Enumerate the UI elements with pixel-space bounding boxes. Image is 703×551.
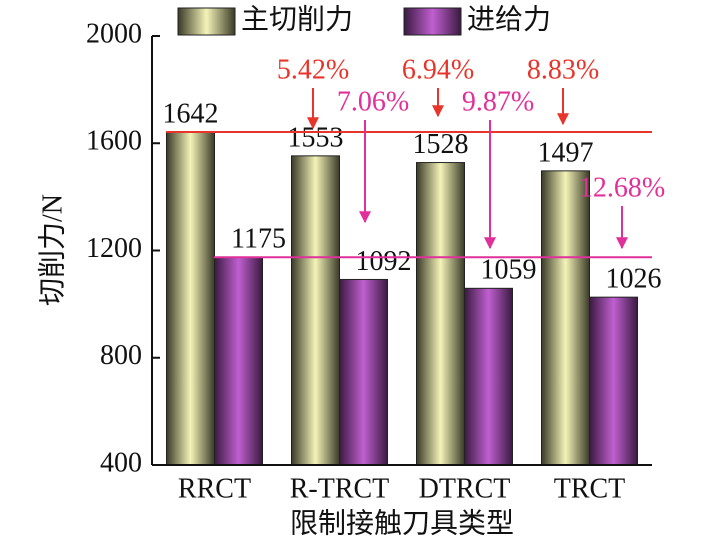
x-tick-label: TRCT	[554, 473, 626, 504]
legend-label: 主切削力	[241, 3, 353, 35]
value-label: 1026	[606, 264, 662, 295]
x-axis-label: 限制接触刀具类型	[290, 507, 514, 539]
y-tick-label: 2000	[86, 18, 142, 49]
x-tick-label: R-TRCT	[290, 473, 390, 504]
y-tick-label: 800	[100, 340, 142, 371]
bar	[214, 256, 263, 466]
value-label: 1059	[481, 255, 537, 286]
bar	[464, 287, 513, 466]
annotation: 12.68%	[579, 172, 665, 203]
bar	[589, 296, 638, 466]
annotation: 5.42%	[277, 54, 349, 85]
annotation: 8.83%	[527, 54, 599, 85]
value-label: 1497	[538, 137, 594, 168]
bar	[339, 278, 388, 466]
y-axis-label: 切削力/N	[36, 194, 68, 306]
legend-label: 进给力	[467, 3, 551, 35]
x-tick-label: DTRCT	[419, 473, 511, 504]
annotation: 9.87%	[462, 86, 534, 117]
y-tick-label: 1600	[86, 126, 142, 157]
value-label: 1528	[413, 129, 469, 160]
x-tick-label: RRCT	[178, 473, 251, 504]
bar	[166, 131, 215, 466]
bar	[541, 170, 590, 466]
annotation: 7.06%	[337, 86, 409, 117]
value-label: 1175	[231, 224, 286, 255]
value-label: 1092	[356, 246, 412, 277]
y-tick-label: 400	[100, 447, 142, 478]
annotation: 6.94%	[402, 54, 474, 85]
bar	[291, 155, 340, 466]
value-label: 1642	[163, 98, 219, 129]
legend-swatch	[177, 7, 236, 36]
legend-swatch	[403, 7, 462, 36]
bar	[416, 162, 465, 466]
value-label: 1553	[288, 122, 344, 153]
y-tick-label: 1200	[86, 233, 142, 264]
